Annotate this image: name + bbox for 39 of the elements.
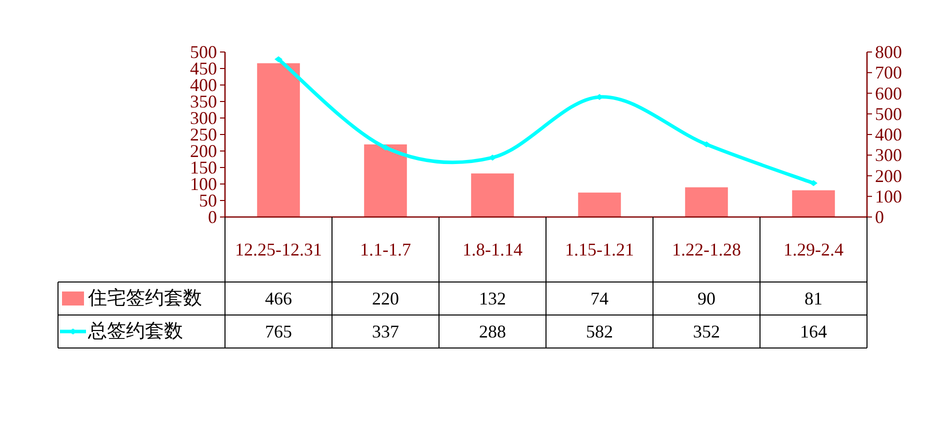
bar <box>685 187 728 217</box>
data-label: 220 <box>372 288 399 308</box>
point <box>810 180 818 186</box>
legend-label: 住宅签约套数 <box>87 287 202 309</box>
y2-tick-label: 600 <box>875 83 902 104</box>
bar <box>792 190 835 217</box>
x-tick-label: 12.25-12.31 <box>235 240 322 260</box>
bar <box>471 173 514 217</box>
point <box>702 141 710 148</box>
y2-tick-label: 200 <box>875 166 902 186</box>
data-label: 582 <box>586 322 613 342</box>
data-label: 132 <box>479 288 506 308</box>
legend-label: 总签约套数 <box>87 321 183 342</box>
x-tick-label: 1.15-1.21 <box>565 240 634 260</box>
data-label: 81 <box>804 288 822 308</box>
x-tick-label: 1.8-1.14 <box>462 240 522 260</box>
y2-tick-label: 300 <box>875 145 902 166</box>
data-label: 466 <box>265 288 292 308</box>
x-tick-label: 1.22-1.28 <box>672 240 741 260</box>
data-label: 74 <box>590 288 608 308</box>
data-label: 352 <box>693 322 720 342</box>
x-tick-label: 1.1-1.7 <box>360 240 411 260</box>
data-label: 288 <box>479 322 506 342</box>
y2-tick-label: 800 <box>875 42 902 62</box>
y2-tick-label: 0 <box>875 207 884 227</box>
point <box>274 56 282 62</box>
data-label: 337 <box>372 322 399 342</box>
bar <box>578 192 621 217</box>
data-label: 90 <box>698 288 716 308</box>
point <box>382 144 390 150</box>
data-label: 765 <box>265 322 292 342</box>
y2-tick-label: 400 <box>875 124 902 144</box>
y2-tick-label: 700 <box>875 62 902 83</box>
bar <box>364 144 407 217</box>
x-tick-label: 1.29-2.4 <box>784 240 844 260</box>
data-label: 164 <box>800 322 827 342</box>
bar <box>257 63 300 217</box>
y2-tick-label: 500 <box>875 104 902 124</box>
y2-tick-label: 100 <box>875 186 902 206</box>
